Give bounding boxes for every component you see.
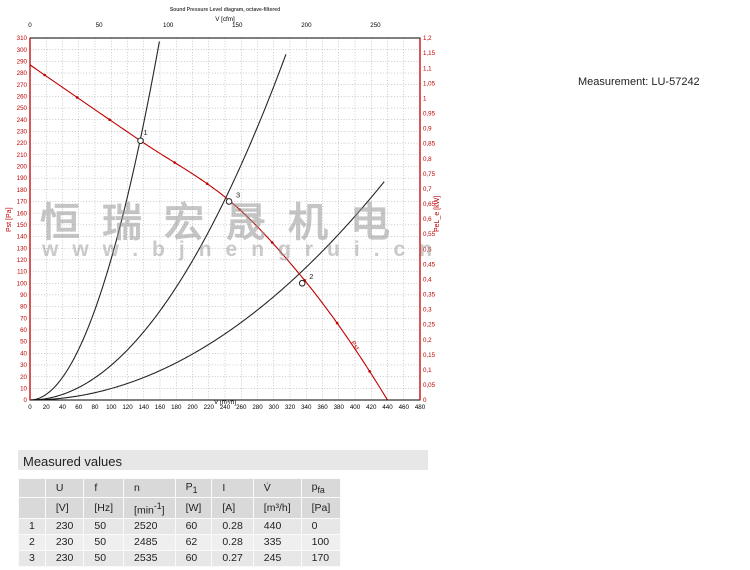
svg-text:0,1: 0,1 xyxy=(423,367,432,374)
svg-text:290: 290 xyxy=(17,58,28,65)
svg-text:200: 200 xyxy=(301,22,312,29)
svg-text:120: 120 xyxy=(17,257,28,264)
svg-text:50: 50 xyxy=(20,339,27,346)
svg-text:200: 200 xyxy=(17,164,28,171)
svg-text:0,7: 0,7 xyxy=(423,186,432,193)
svg-text:20: 20 xyxy=(20,374,27,381)
svg-text:50: 50 xyxy=(96,22,103,29)
svg-text:100: 100 xyxy=(163,22,174,29)
svg-text:0,4: 0,4 xyxy=(423,276,432,283)
svg-text:0,75: 0,75 xyxy=(423,171,436,178)
svg-text:180: 180 xyxy=(17,187,28,194)
svg-text:2: 2 xyxy=(309,272,313,281)
svg-text:110: 110 xyxy=(17,269,27,276)
svg-text:140: 140 xyxy=(17,234,28,241)
svg-text:0,3: 0,3 xyxy=(423,307,432,314)
svg-text:300: 300 xyxy=(17,47,28,54)
svg-text:260: 260 xyxy=(17,93,28,100)
svg-text:210: 210 xyxy=(17,152,28,159)
svg-text:0,35: 0,35 xyxy=(423,292,436,299)
svg-text:280: 280 xyxy=(17,70,28,77)
svg-text:270: 270 xyxy=(17,82,28,89)
svg-text:250: 250 xyxy=(370,22,381,29)
svg-text:0,95: 0,95 xyxy=(423,111,436,118)
svg-text:160: 160 xyxy=(17,210,28,217)
svg-text:0,8: 0,8 xyxy=(423,156,432,163)
svg-text:1,15: 1,15 xyxy=(423,50,436,57)
svg-text:1,1: 1,1 xyxy=(423,65,432,72)
svg-text:190: 190 xyxy=(17,175,28,182)
svg-text:220: 220 xyxy=(17,140,28,147)
svg-text:1,05: 1,05 xyxy=(423,80,436,87)
svg-text:310: 310 xyxy=(17,35,28,42)
svg-text:230: 230 xyxy=(17,129,28,136)
svg-text:170: 170 xyxy=(17,199,28,206)
svg-text:0,6: 0,6 xyxy=(423,216,432,223)
svg-text:1: 1 xyxy=(423,95,427,102)
svg-text:90: 90 xyxy=(20,292,27,299)
svg-text:150: 150 xyxy=(17,222,28,229)
svg-text:40: 40 xyxy=(20,350,27,357)
svg-text:0,45: 0,45 xyxy=(423,261,436,268)
svg-text:30: 30 xyxy=(20,362,27,369)
svg-text:1: 1 xyxy=(144,128,148,137)
svg-text:0,85: 0,85 xyxy=(423,141,436,148)
svg-text:240: 240 xyxy=(17,117,28,124)
svg-text:0,15: 0,15 xyxy=(423,352,436,359)
svg-text:0: 0 xyxy=(28,22,32,29)
svg-text:10: 10 xyxy=(20,385,27,392)
svg-text:0,25: 0,25 xyxy=(423,322,436,329)
svg-text:80: 80 xyxy=(20,304,27,311)
svg-text:0,05: 0,05 xyxy=(423,382,436,389)
svg-text:60: 60 xyxy=(20,327,27,334)
svg-text:70: 70 xyxy=(20,315,27,322)
svg-text:130: 130 xyxy=(17,245,28,252)
svg-text:0,2: 0,2 xyxy=(423,337,432,344)
svg-text:1,2: 1,2 xyxy=(423,35,432,42)
svg-text:100: 100 xyxy=(17,280,28,287)
svg-text:250: 250 xyxy=(17,105,28,112)
svg-text:0,9: 0,9 xyxy=(423,126,432,133)
svg-text:150: 150 xyxy=(232,22,243,29)
